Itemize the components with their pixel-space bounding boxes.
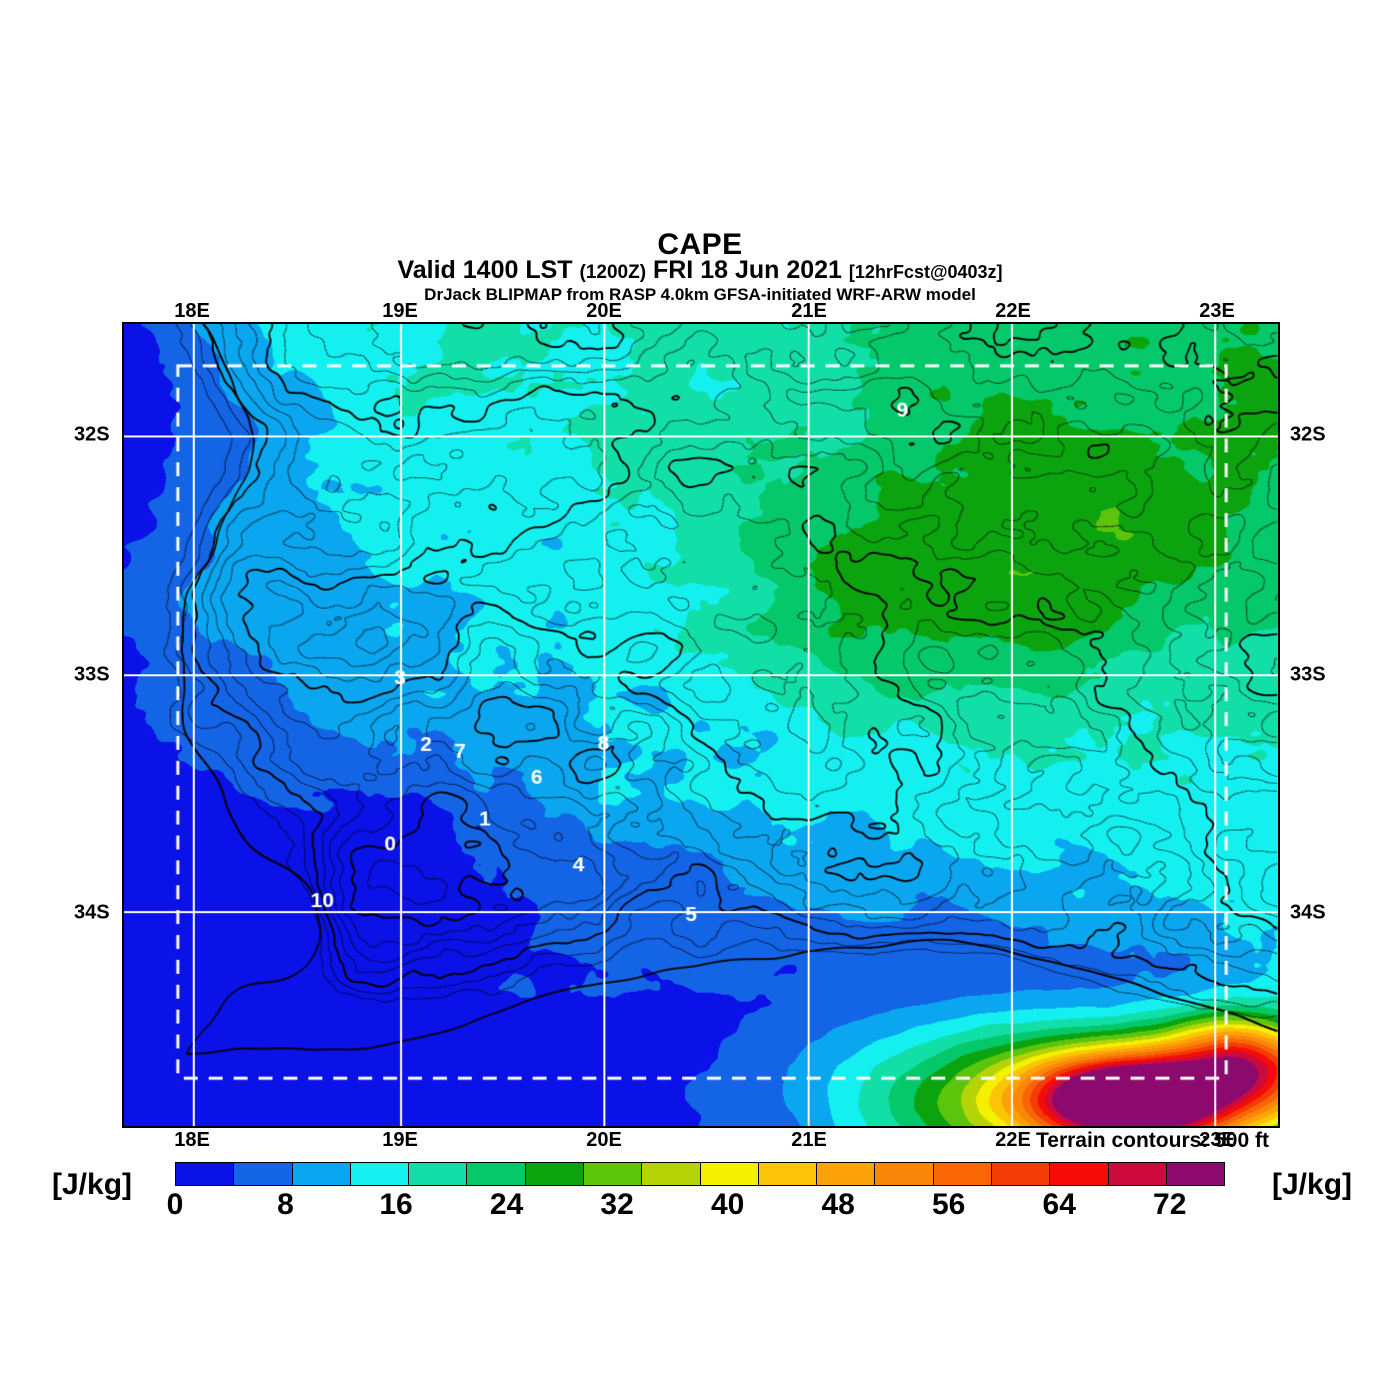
lon-tick-label-23e: 23E [1199, 1129, 1235, 1151]
colorbar-swatch-16 [1108, 1163, 1167, 1185]
colorbar-tick-64: 64 [1042, 1188, 1076, 1221]
colorbar-swatch-12 [875, 1163, 934, 1185]
colorbar-swatch-17 [1166, 1163, 1225, 1185]
lon-tick-label-19e: 19E [382, 300, 418, 322]
colorbar-swatch-4 [409, 1163, 468, 1185]
lat-tick-label-34s: 34S [74, 901, 110, 924]
colorbar-swatch-2 [292, 1163, 351, 1185]
colorbar-tick-48: 48 [821, 1188, 855, 1221]
colorbar-tick-72: 72 [1153, 1188, 1187, 1221]
colorbar-tick-40: 40 [710, 1188, 745, 1221]
colorbar-swatch-10 [758, 1163, 818, 1185]
colorbar-swatch-3 [350, 1163, 410, 1185]
colorbar-swatch-0 [176, 1163, 235, 1185]
colorbar-tick-32: 32 [600, 1188, 634, 1221]
lon-tick-label-18e: 18E [174, 300, 210, 322]
lat-tick-label-33s: 33S [1290, 663, 1326, 686]
lon-tick-label-20e: 20E [586, 300, 622, 322]
lat-tick-label-32s: 32S [74, 423, 110, 446]
cape-map-panel[interactable] [122, 322, 1280, 1128]
valid-time-zulu: (1200Z) [579, 262, 647, 283]
colorbar-tick-labels: 0 8 16 24 32 40 48 56 64 72 [167, 1188, 1225, 1222]
colorbar-swatch-11 [817, 1163, 876, 1185]
lat-tick-label-34s: 34S [1290, 901, 1326, 924]
colorbar-unit-left: [J/kg] [52, 1168, 133, 1201]
colorbar-swatch-8 [642, 1163, 701, 1185]
colorbar-swatches [175, 1162, 1225, 1186]
colorbar-swatch-14 [991, 1163, 1051, 1185]
lat-tick-label-33s: 33S [74, 663, 110, 686]
colorbar[interactable]: 0 8 16 24 32 40 48 56 64 72 [167, 1162, 1225, 1221]
lon-tick-label-18e: 18E [174, 1129, 210, 1151]
colorbar-tick-56: 56 [931, 1188, 966, 1221]
colorbar-tick-24: 24 [489, 1188, 524, 1221]
valid-time-prefix: Valid 1400 LST [397, 256, 573, 284]
colorbar-swatch-7 [583, 1163, 643, 1185]
colorbar-swatch-13 [933, 1163, 992, 1185]
colorbar-swatch-1 [234, 1163, 293, 1185]
terrain-contour-note: Terrain contours: 500 ft [1036, 1129, 1269, 1152]
colorbar-swatch-6 [525, 1163, 584, 1185]
lon-tick-label-22e: 22E [995, 1129, 1031, 1151]
valid-date: FRI 18 Jun 2021 [652, 256, 842, 284]
forecast-tag: [12hrFcst@0403z] [848, 262, 1003, 282]
valid-time-line: Valid 1400 LST (1200Z) FRI 18 Jun 2021 [… [0, 256, 1400, 285]
lon-tick-label-23e: 23E [1199, 300, 1235, 322]
model-description: DrJack BLIPMAP from RASP 4.0km GFSA-init… [424, 285, 976, 304]
colorbar-tick-8: 8 [277, 1188, 294, 1221]
colorbar-unit-right: [J/kg] [1272, 1168, 1353, 1201]
colorbar-tick-0: 0 [166, 1188, 184, 1221]
lon-tick-label-19e: 19E [382, 1129, 418, 1151]
page-title: CAPE [657, 228, 743, 261]
lat-tick-label-32s: 32S [1290, 423, 1326, 446]
lon-tick-label-20e: 20E [586, 1129, 622, 1151]
colorbar-swatch-9 [700, 1163, 759, 1185]
colorbar-tick-16: 16 [379, 1188, 413, 1221]
lon-tick-label-21e: 21E [791, 300, 827, 322]
colorbar-swatch-5 [467, 1163, 526, 1185]
lon-tick-label-21e: 21E [791, 1129, 827, 1151]
colorbar-swatch-15 [1050, 1163, 1109, 1185]
cape-field-canvas [124, 324, 1278, 1126]
lon-tick-label-22e: 22E [995, 300, 1031, 322]
